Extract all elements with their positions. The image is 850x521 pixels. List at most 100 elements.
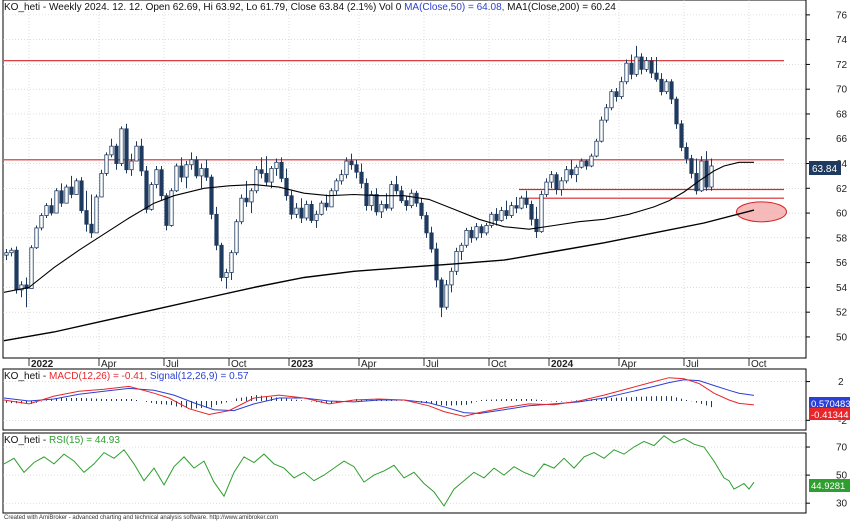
- candle-body: [674, 98, 679, 125]
- candle-body: [174, 165, 179, 192]
- candle-body: [94, 196, 99, 234]
- price-header-text: KO_heti - Weekly 2024. 12. 12. Open 62.6…: [4, 2, 404, 13]
- candle-body: [109, 145, 114, 156]
- candle-body: [504, 210, 509, 216]
- candle-body: [44, 205, 49, 216]
- candle-body: [659, 78, 664, 93]
- candle-body: [709, 165, 714, 188]
- candle-body: [264, 173, 269, 183]
- candle-body: [634, 56, 639, 75]
- candle-body: [334, 180, 339, 192]
- candle-body: [259, 169, 264, 174]
- candle-body: [249, 190, 254, 203]
- candle-body: [524, 197, 529, 205]
- candle-body: [584, 160, 589, 167]
- rsi-badge: [809, 479, 850, 492]
- candle-body: [74, 180, 79, 195]
- candle-body: [279, 161, 284, 179]
- candle-body: [199, 168, 204, 177]
- ma50-line: [3, 161, 754, 293]
- candle-body: [339, 174, 344, 182]
- macd-tick-label: 2: [838, 377, 844, 388]
- candle-body: [689, 158, 694, 174]
- candle-body: [209, 176, 214, 215]
- candle-body: [139, 145, 144, 172]
- candle-body: [499, 210, 504, 221]
- candle-body: [594, 140, 599, 157]
- rsi-header-text: KO_heti -: [4, 435, 49, 446]
- candle-body: [324, 202, 329, 208]
- macd-tick-label: -2: [838, 416, 847, 427]
- rsi-tick-label: 70: [836, 443, 848, 454]
- candle-body: [119, 128, 124, 164]
- price-tick-label: 64: [836, 159, 848, 170]
- rsi-axis: 70 50 30: [806, 443, 848, 510]
- candle-body: [624, 62, 629, 83]
- macd-axis: 2 -2: [806, 377, 847, 427]
- candle-body: [179, 165, 184, 178]
- time-tick-label: Oct: [491, 359, 507, 370]
- macd-line: [3, 377, 755, 417]
- candle-body: [349, 160, 354, 166]
- candle-body: [354, 164, 359, 173]
- price-tick-label: 74: [836, 35, 848, 46]
- price-tick-label: 58: [836, 233, 848, 244]
- price-axis: 50 52 54 56 58 60 62 64 66 68 70 72 74 76: [806, 10, 848, 343]
- price-pane-frame: [2, 0, 807, 359]
- candle-body: [239, 197, 244, 223]
- candle-body: [544, 181, 549, 195]
- candle-body: [169, 190, 174, 226]
- candle-body: [144, 170, 149, 210]
- candle-body: [469, 230, 474, 239]
- candle-body: [679, 123, 684, 148]
- ma200-label: MA1(Close,200) = 60.24: [504, 2, 616, 13]
- candle-body: [29, 247, 34, 290]
- macd-badge: [809, 408, 850, 420]
- candle-body: [529, 203, 534, 220]
- candle-body: [284, 177, 289, 197]
- macd-label: MACD(12,26) = -0.41,: [49, 371, 147, 382]
- candle-body: [49, 205, 54, 214]
- candle-body: [149, 184, 154, 210]
- candle-body: [79, 180, 84, 211]
- price-tick-label: 56: [836, 258, 848, 269]
- candle-body: [519, 197, 524, 209]
- candle-body: [669, 81, 674, 100]
- credit-text: Created with AmiBroker - advanced charti…: [4, 515, 278, 521]
- candle-body: [654, 72, 659, 80]
- candle-body: [429, 232, 434, 250]
- candle-body: [14, 249, 19, 291]
- candle-body: [474, 226, 479, 239]
- candle-body: [609, 91, 614, 109]
- rsi-tick-label: 50: [836, 471, 848, 482]
- rsi-pane-frame: [2, 432, 807, 514]
- candle-body: [574, 166, 579, 176]
- price-tick-label: 76: [836, 10, 848, 21]
- time-tick-label: Jul: [686, 359, 699, 370]
- candle-body: [84, 210, 89, 225]
- rsi-tick-label: 30: [836, 499, 848, 510]
- candle-body: [114, 145, 119, 164]
- candle-body: [389, 184, 394, 209]
- candle-body: [204, 168, 209, 178]
- candle-body: [189, 159, 194, 166]
- signal-label: Signal(12,26,9) = 0.57: [147, 371, 249, 382]
- candle-body: [374, 194, 379, 213]
- time-tick-label: Oct: [751, 359, 767, 370]
- signal-badge: [809, 397, 850, 409]
- time-tick-label: 2022: [31, 359, 54, 370]
- time-tick-label: 2023: [291, 359, 314, 370]
- price-tick-label: 66: [836, 134, 848, 145]
- candle-body: [639, 56, 644, 70]
- candle-body: [424, 215, 429, 234]
- candle-body: [219, 244, 224, 278]
- rsi-gridlines: [3, 446, 806, 504]
- candle-body: [409, 192, 414, 207]
- macd-badge-text: -0.41344: [811, 410, 849, 421]
- candle-body: [184, 164, 189, 178]
- rsi-badge-text: 44.9281: [811, 481, 845, 492]
- candle-body: [369, 194, 374, 207]
- price-header: KO_heti - Weekly 2024. 12. 12. Open 62.6…: [4, 2, 616, 13]
